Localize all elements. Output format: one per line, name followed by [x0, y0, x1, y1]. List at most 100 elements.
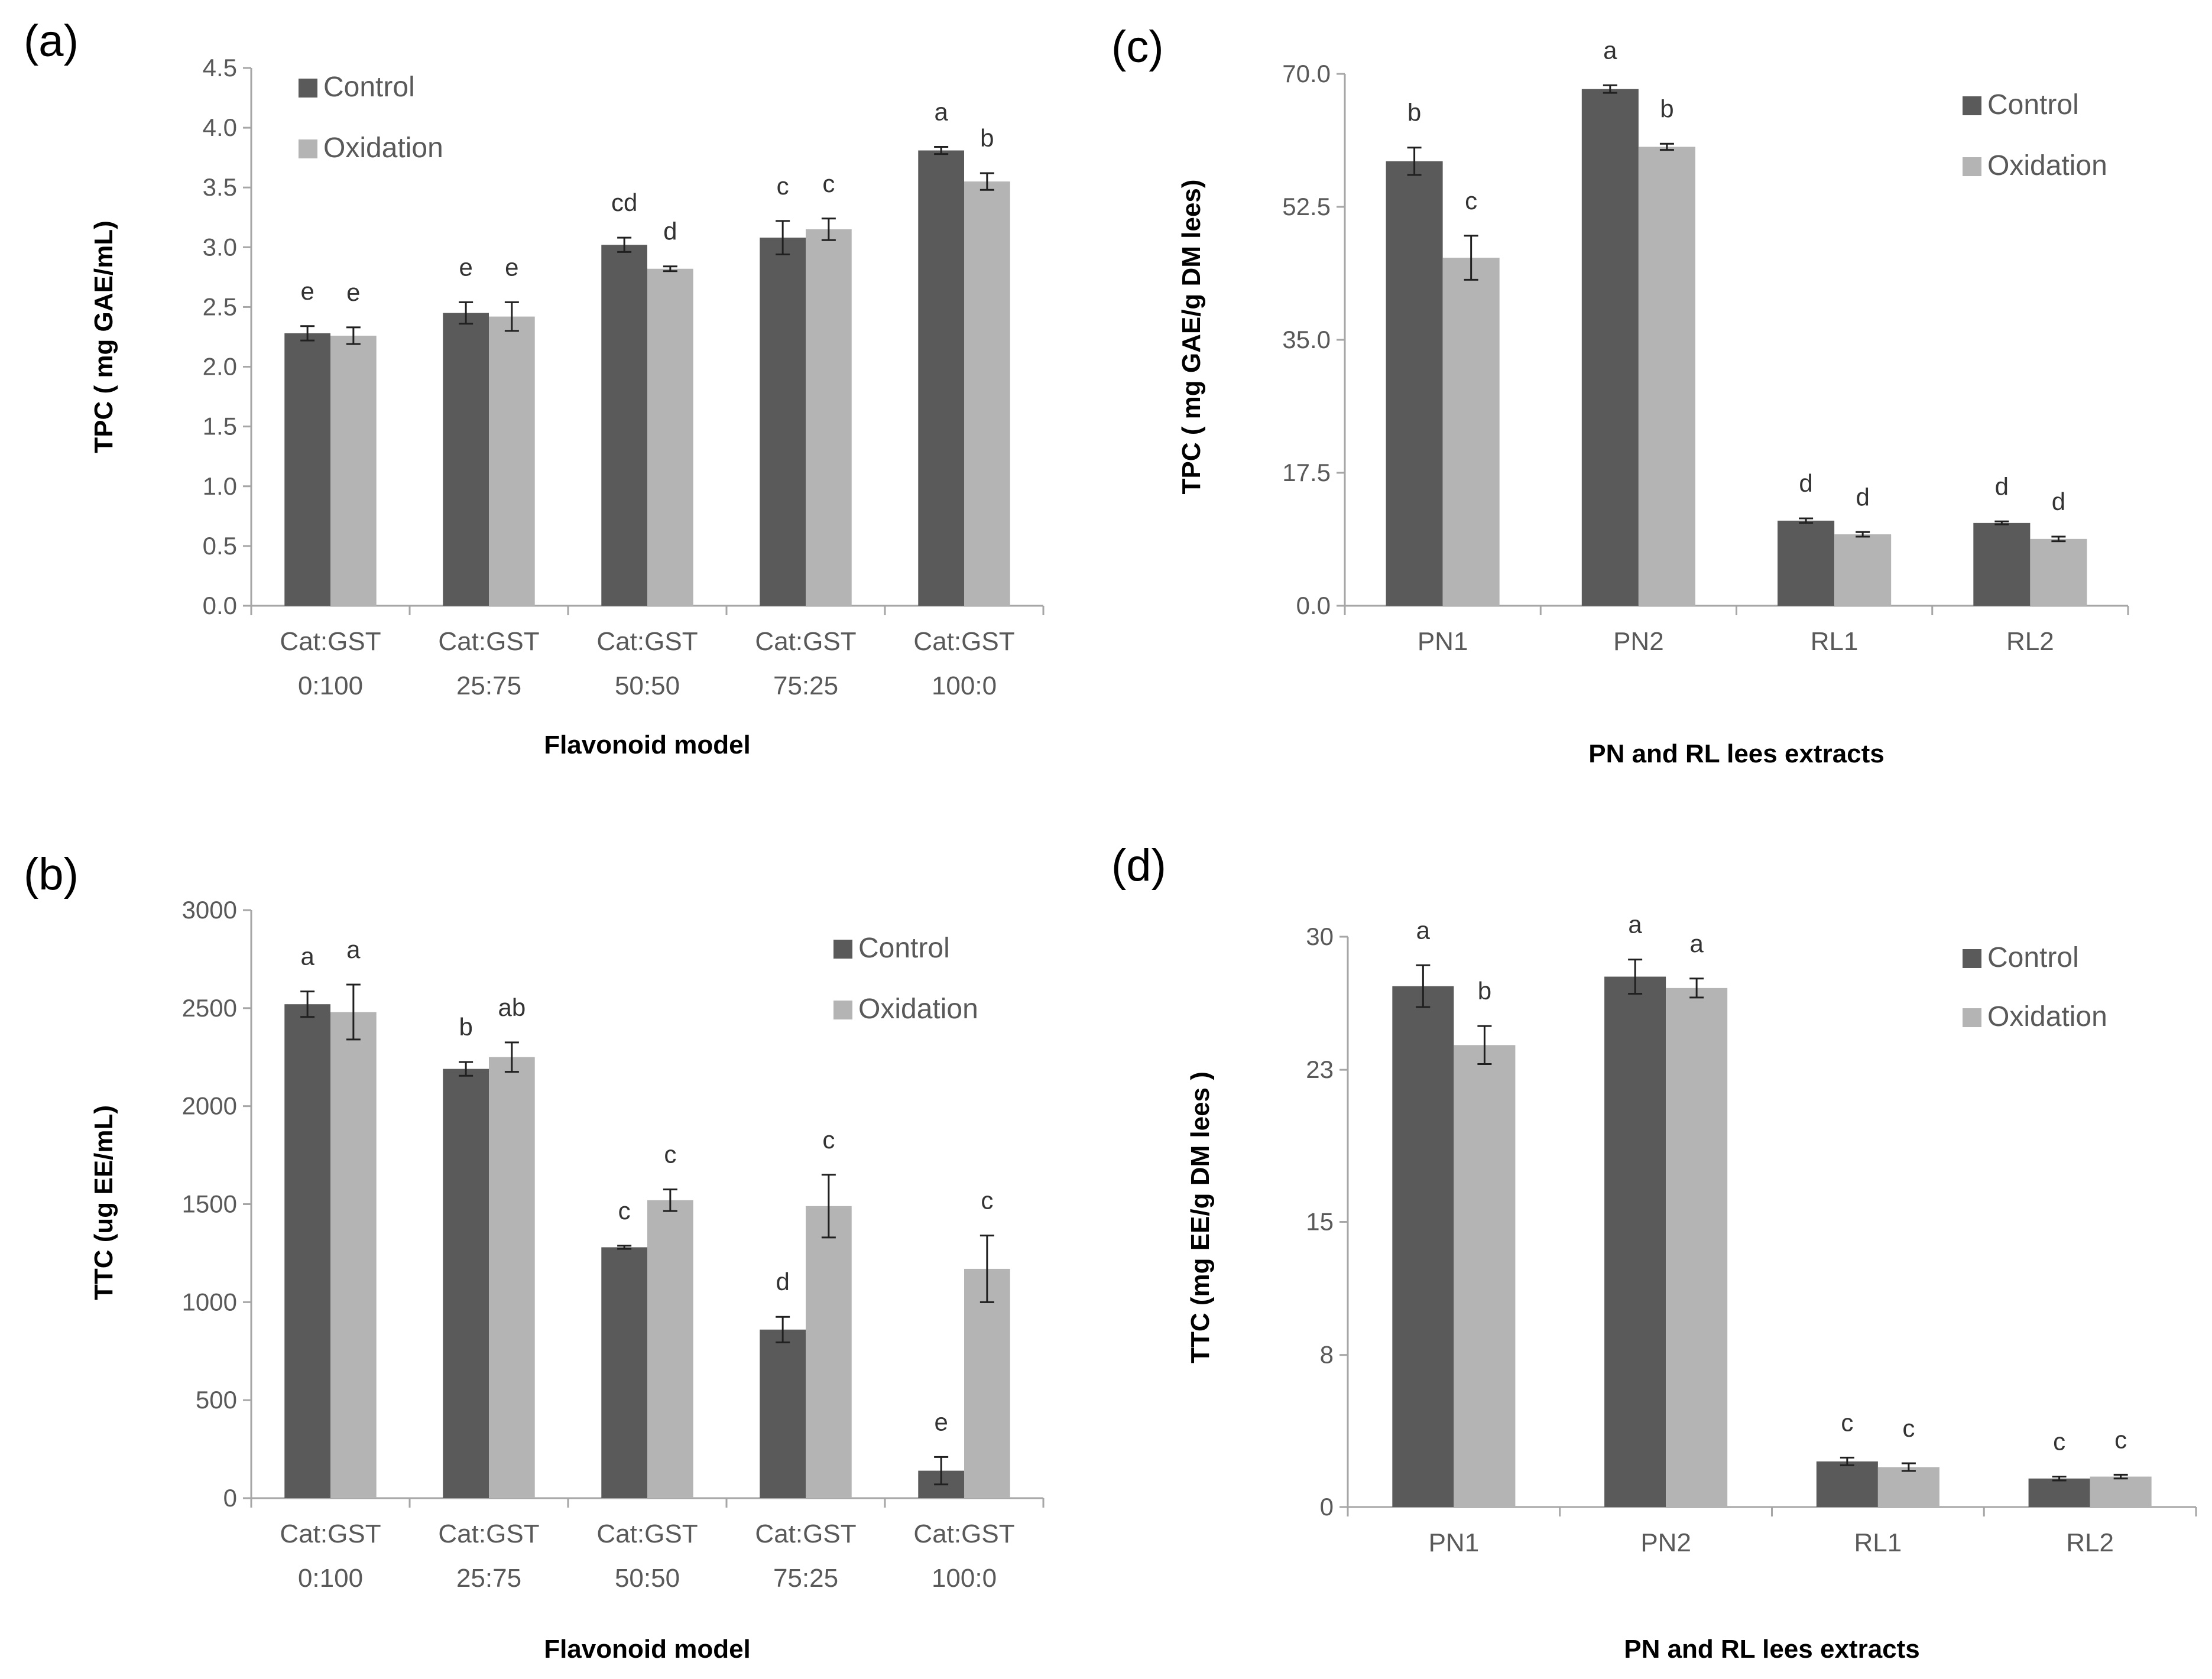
- panel-label: (c): [1111, 22, 1164, 72]
- significance-letter: a: [346, 936, 361, 963]
- x-category-label: PN2: [1613, 627, 1664, 656]
- significance-letter: c: [1841, 1408, 1853, 1436]
- x-category-label: Cat:GST: [280, 1519, 381, 1548]
- significance-letter: d: [1995, 472, 2009, 500]
- significance-letter: a: [934, 98, 948, 125]
- y-tick-label: 3000: [182, 896, 237, 924]
- control-bar: [760, 1329, 806, 1498]
- significance-letter: c: [1902, 1414, 1915, 1442]
- significance-letter: d: [2052, 488, 2065, 515]
- x-category-label: 0:100: [298, 671, 363, 700]
- legend-swatch: [1963, 96, 1981, 115]
- y-axis-title: TTC (mg EE/g DM lees ): [1186, 1071, 1215, 1363]
- x-category-label: 75:25: [773, 1564, 838, 1593]
- significance-letter: a: [300, 943, 314, 970]
- control-bar: [601, 1247, 647, 1498]
- legend-swatch: [299, 139, 317, 158]
- legend-label: Oxidation: [1987, 1001, 2107, 1032]
- legend-label: Control: [1987, 89, 2079, 121]
- oxidation-bar: [2090, 1476, 2152, 1507]
- y-tick-label: 0.0: [203, 592, 237, 619]
- significance-letter: d: [776, 1268, 789, 1295]
- legend-swatch: [299, 79, 317, 98]
- significance-letter: b: [1478, 977, 1491, 1005]
- legend-swatch: [1963, 949, 1981, 968]
- significance-letter: a: [1603, 36, 1617, 64]
- x-category-label: 100:0: [932, 671, 997, 700]
- significance-letter: c: [664, 1141, 676, 1168]
- x-category-label: Cat:GST: [596, 1519, 698, 1548]
- x-category-label: 0:100: [298, 1564, 363, 1593]
- y-tick-label: 17.5: [1282, 459, 1331, 486]
- significance-letter: e: [300, 277, 314, 305]
- x-category-label: RL2: [2006, 627, 2054, 656]
- oxidation-bar: [489, 1057, 535, 1498]
- x-category-label: PN2: [1640, 1528, 1691, 1557]
- x-axis-title: Flavonoid model: [544, 1635, 751, 1664]
- legend-label: Control: [858, 933, 950, 964]
- y-tick-label: 3.0: [203, 233, 237, 261]
- y-tick-label: 500: [196, 1386, 237, 1414]
- x-category-label: PN1: [1418, 627, 1468, 656]
- y-tick-label: 0.5: [203, 532, 237, 560]
- x-category-label: 100:0: [932, 1564, 997, 1593]
- y-axis-title: TTC (ug EE/mL): [89, 1105, 118, 1300]
- legend-label: Control: [1987, 942, 2079, 973]
- y-tick-label: 30: [1306, 923, 1334, 950]
- x-category-label: 50:50: [615, 1564, 680, 1593]
- legend-swatch: [1963, 157, 1981, 176]
- y-tick-label: 0.0: [1296, 592, 1331, 619]
- panel-b: (b) 0 500 1000 1500 2000 2500 3000 TTC (ug EE/mL…: [24, 849, 1045, 1664]
- significance-letter: d: [1856, 483, 1869, 511]
- legend-swatch: [833, 1001, 852, 1019]
- panel-c: (c) 0.0 17.5 35.0 52.5 70.0 TPC ( mg GAE/g DM …: [1111, 22, 2129, 768]
- legend-label: Oxidation: [858, 993, 978, 1025]
- x-category-label: Cat:GST: [280, 627, 381, 656]
- control-bar: [2028, 1478, 2090, 1507]
- y-tick-label: 8: [1320, 1341, 1334, 1369]
- significance-letter: b: [1407, 99, 1421, 126]
- panel-d: (d) 0 8 15 23 30 TTC (mg EE/g DM lees ) PN and …: [1111, 840, 2197, 1664]
- legend-swatch: [833, 940, 852, 959]
- control-bar: [443, 313, 489, 606]
- x-category-label: Cat:GST: [755, 627, 856, 656]
- y-axis-title: TPC ( mg GAE/mL): [89, 220, 118, 453]
- x-axis-title: PN and RL lees extracts: [1588, 739, 1885, 768]
- legend-label: Oxidation: [323, 132, 443, 164]
- y-tick-label: 2.5: [203, 293, 237, 320]
- panel-a: (a) 0.0 0.5 1.0 1.5 2.0 2.5 3.0 3.5 4.0 4.5 TPC ( m…: [24, 16, 1045, 759]
- control-bar: [1392, 986, 1454, 1507]
- y-tick-label: 2000: [182, 1092, 237, 1120]
- x-axis-title: PN and RL lees extracts: [1624, 1635, 1920, 1664]
- control-bar: [284, 1004, 330, 1498]
- oxidation-bar: [1454, 1045, 1516, 1507]
- x-category-label: Cat:GST: [913, 627, 1014, 656]
- y-tick-label: 2500: [182, 994, 237, 1022]
- significance-letter: b: [1660, 95, 1673, 122]
- significance-letter: a: [1689, 930, 1704, 957]
- control-bar: [1778, 521, 1835, 606]
- significance-letter: e: [934, 1408, 948, 1436]
- legend-label: Control: [323, 72, 415, 103]
- significance-letter: c: [1465, 187, 1477, 215]
- y-tick-label: 1000: [182, 1288, 237, 1316]
- significance-letter: c: [822, 170, 835, 197]
- y-tick-label: 35.0: [1282, 326, 1331, 353]
- control-bar: [1386, 161, 1443, 606]
- x-category-label: 50:50: [615, 671, 680, 700]
- oxidation-bar: [1442, 258, 1500, 606]
- y-tick-label: 15: [1306, 1208, 1334, 1236]
- x-axis-title: Flavonoid model: [544, 730, 751, 759]
- significance-letter: d: [663, 217, 677, 245]
- significance-letter: e: [505, 253, 518, 281]
- significance-letter: ab: [498, 993, 526, 1021]
- oxidation-bar: [647, 268, 693, 606]
- x-category-label: Cat:GST: [596, 627, 698, 656]
- oxidation-bar: [489, 316, 535, 606]
- oxidation-bar: [964, 181, 1010, 606]
- x-category-label: Cat:GST: [438, 627, 539, 656]
- significance-letter: b: [980, 124, 994, 152]
- significance-letter: c: [2053, 1428, 2065, 1456]
- y-tick-label: 4.0: [203, 113, 237, 141]
